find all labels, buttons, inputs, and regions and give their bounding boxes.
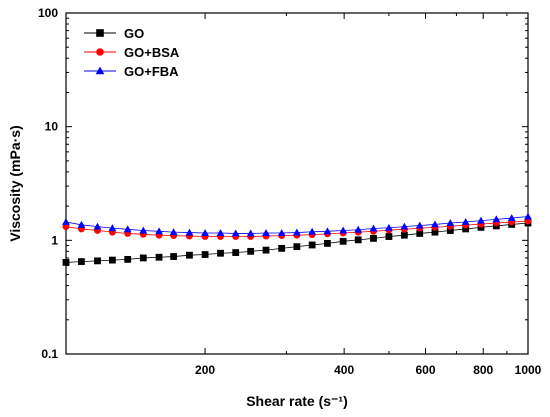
y-tick-label: 100	[38, 6, 58, 20]
legend-marker	[96, 29, 104, 37]
x-axis: 200 400 600 800 1000	[65, 13, 542, 377]
y-tick-label: 10	[45, 120, 59, 134]
data-point	[278, 244, 286, 252]
data-point	[308, 227, 317, 235]
data-point	[524, 212, 532, 220]
data-point	[369, 224, 378, 232]
data-point	[216, 229, 225, 236]
data-point	[431, 220, 439, 228]
legend-entry: GO+FBA	[84, 64, 179, 79]
legend-label: GO+FBA	[124, 64, 179, 79]
series-go-bsa	[62, 217, 532, 240]
data-point	[446, 219, 455, 226]
x-tick-label: 400	[334, 363, 354, 377]
legend-entry: GO	[84, 26, 144, 41]
series-go	[62, 219, 532, 266]
data-point	[217, 249, 224, 257]
data-point	[385, 233, 393, 240]
data-point	[416, 230, 424, 237]
data-point	[185, 228, 194, 236]
y-axis-title: Viscosity (mPa·s)	[7, 125, 23, 241]
data-point	[385, 223, 393, 231]
data-point	[139, 254, 147, 262]
data-point	[201, 229, 209, 236]
data-point	[400, 231, 408, 239]
x-axis-title-unit: (s⁻¹)	[319, 393, 348, 409]
legend: GO GO+BSA GO+FBA	[84, 26, 180, 79]
data-point	[170, 253, 178, 260]
data-point	[62, 223, 70, 231]
data-point	[292, 228, 301, 236]
series-line	[65, 222, 529, 263]
data-point	[93, 222, 102, 230]
data-point	[62, 258, 70, 266]
data-point	[108, 224, 117, 232]
data-point	[446, 227, 454, 234]
data-point	[262, 246, 270, 254]
data-point	[339, 226, 348, 234]
y-tick-label: 1	[51, 233, 58, 247]
x-axis-title-text: Shear rate	[246, 393, 318, 409]
data-point	[139, 226, 148, 234]
y-axis: 0.1 1 10 100	[38, 6, 528, 361]
data-point	[277, 229, 286, 236]
legend-entry: GO+BSA	[84, 45, 180, 60]
data-point	[323, 227, 332, 235]
data-point	[462, 225, 470, 233]
data-point	[354, 236, 362, 244]
data-point	[155, 227, 163, 235]
legend-marker	[96, 48, 104, 56]
data-point	[370, 234, 377, 242]
data-point	[169, 228, 178, 236]
data-point	[62, 218, 70, 225]
data-point	[246, 229, 255, 237]
legend-marker	[95, 66, 105, 75]
plot-area	[65, 12, 529, 355]
data-point	[400, 222, 409, 230]
data-point	[78, 258, 85, 265]
data-point	[339, 237, 347, 245]
data-point	[231, 229, 240, 237]
data-point	[201, 251, 209, 258]
data-point	[507, 214, 516, 221]
legend-label: GO+BSA	[124, 45, 180, 60]
series-go-fba	[62, 212, 532, 237]
data-point	[124, 255, 132, 263]
data-point	[94, 257, 101, 265]
x-tick-label: 600	[415, 363, 435, 377]
data-point	[354, 225, 363, 233]
y-tick-label: 0.1	[41, 347, 58, 361]
legend-label: GO	[124, 26, 144, 41]
data-point	[461, 218, 470, 225]
data-point	[262, 229, 270, 236]
x-tick-label: 1000	[515, 363, 542, 377]
data-point	[293, 243, 301, 251]
plot-frame	[65, 12, 529, 355]
data-point	[247, 247, 255, 255]
x-axis-title: Shear rate (s⁻¹)	[246, 393, 348, 409]
data-point	[232, 249, 240, 256]
data-point	[324, 239, 331, 247]
data-point	[415, 221, 424, 229]
x-tick-label: 200	[195, 363, 215, 377]
x-tick-label: 800	[473, 363, 493, 377]
data-point	[308, 241, 316, 249]
series-layer	[62, 212, 532, 266]
data-point	[431, 228, 439, 236]
data-point	[186, 251, 193, 259]
data-point	[123, 225, 132, 233]
data-point	[155, 253, 163, 261]
data-point	[108, 256, 116, 264]
data-point	[477, 216, 485, 224]
data-point	[77, 220, 86, 228]
data-point	[492, 215, 501, 223]
